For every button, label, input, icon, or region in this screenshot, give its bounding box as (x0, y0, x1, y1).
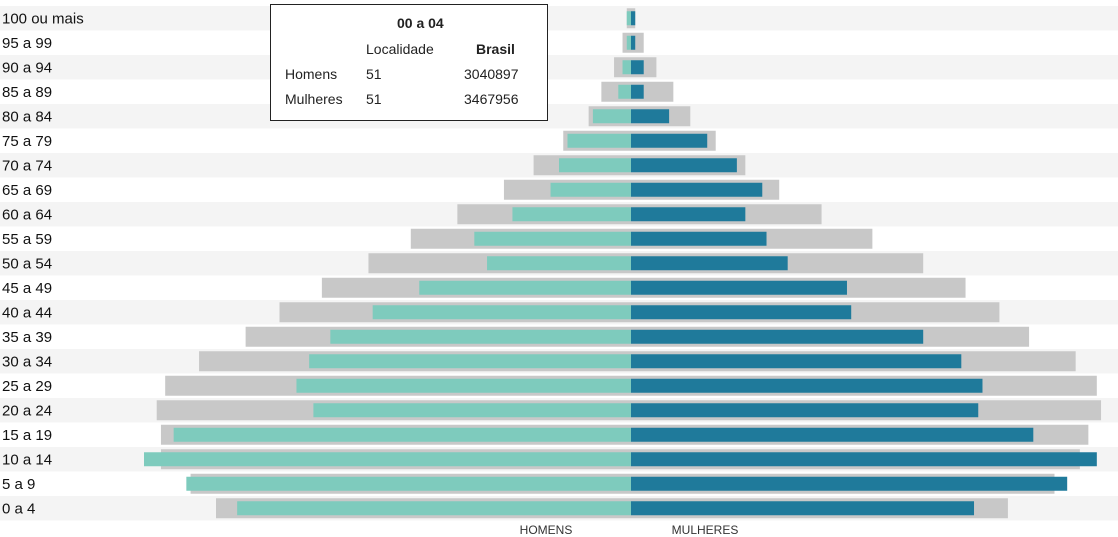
bar-localidade-mulheres-90-a-94 (631, 60, 644, 75)
age-group-label: 70 a 74 (2, 157, 52, 174)
tooltip-col-brasil: Brasil (476, 41, 515, 57)
age-group-label: 100 ou mais (2, 10, 84, 27)
bar-localidade-homens-95-a-99 (626, 35, 631, 50)
age-group-label: 45 a 49 (2, 280, 52, 297)
bar-localidade-mulheres-70-a-74 (631, 158, 737, 173)
bar-localidade-homens-55-a-59 (474, 231, 631, 246)
bar-localidade-mulheres-20-a-24 (631, 403, 979, 418)
row-stripe (0, 6, 1118, 31)
bar-localidade-mulheres-75-a-79 (631, 133, 708, 148)
x-axis-label-homens: HOMENS (520, 523, 573, 537)
age-group-label: 10 a 14 (2, 451, 52, 468)
age-group-label: 85 a 89 (2, 84, 52, 101)
bar-localidade-homens-75-a-79 (567, 133, 631, 148)
age-group-label: 40 a 44 (2, 304, 52, 321)
age-group-label: 90 a 94 (2, 59, 52, 76)
age-group-label: 35 a 39 (2, 329, 52, 346)
age-group-label: 80 a 84 (2, 108, 52, 125)
tooltip-row-mulheres-label: Mulheres (285, 91, 343, 107)
age-group-label: 65 a 69 (2, 182, 52, 199)
tooltip-title: 00 a 04 (397, 15, 444, 31)
bar-localidade-homens-70-a-74 (559, 158, 631, 173)
bar-localidade-homens-25-a-29 (296, 378, 631, 393)
bar-localidade-homens-15-a-19 (173, 427, 631, 442)
bar-localidade-mulheres-55-a-59 (631, 231, 767, 246)
bar-localidade-mulheres-50-a-54 (631, 256, 788, 271)
bar-localidade-homens-80-a-84 (592, 109, 631, 124)
bar-localidade-homens-60-a-64 (512, 207, 631, 222)
tooltip-row-mulheres-localidade: 51 (366, 91, 382, 107)
tooltip-row-mulheres-brasil: 3467956 (464, 91, 519, 107)
bar-localidade-homens-10-a-14 (144, 452, 631, 467)
tooltip-col-localidade: Localidade (366, 41, 434, 57)
age-group-label: 0 a 4 (2, 500, 35, 517)
bar-localidade-mulheres-85-a-89 (631, 84, 644, 99)
row-stripe (0, 55, 1118, 80)
age-group-label: 75 a 79 (2, 133, 52, 150)
bar-localidade-mulheres-60-a-64 (631, 207, 746, 222)
tooltip-row-homens-brasil: 3040897 (464, 66, 519, 82)
hover-tooltip: 00 a 04 Localidade Brasil Homens 51 3040… (270, 4, 548, 121)
age-group-label: 5 a 9 (2, 476, 35, 493)
bar-localidade-mulheres-95-a-99 (631, 35, 636, 50)
age-group-label: 50 a 54 (2, 255, 52, 272)
tooltip-row-homens-label: Homens (285, 66, 338, 82)
age-group-label: 20 a 24 (2, 402, 52, 419)
bar-localidade-mulheres-15-a-19 (631, 427, 1034, 442)
tooltip-row-homens-localidade: 51 (366, 66, 382, 82)
bar-localidade-mulheres-5-a-9 (631, 476, 1068, 491)
bar-localidade-homens-20-a-24 (313, 403, 631, 418)
bar-localidade-homens-30-a-34 (309, 354, 631, 369)
bar-localidade-mulheres-100-ou-mais (631, 11, 636, 26)
bar-localidade-mulheres-80-a-84 (631, 109, 670, 124)
age-group-label: 60 a 64 (2, 206, 52, 223)
age-group-label: 30 a 34 (2, 353, 52, 370)
x-axis-label-mulheres: MULHERES (672, 523, 739, 537)
bar-localidade-homens-90-a-94 (622, 60, 631, 75)
bar-localidade-mulheres-35-a-39 (631, 329, 924, 344)
bar-localidade-homens-40-a-44 (372, 305, 631, 320)
bar-localidade-mulheres-65-a-69 (631, 182, 763, 197)
age-group-label: 55 a 59 (2, 231, 52, 248)
bar-localidade-mulheres-45-a-49 (631, 280, 847, 295)
bar-localidade-mulheres-0-a-4 (631, 501, 975, 516)
bar-localidade-homens-100-ou-mais (626, 11, 631, 26)
bar-localidade-homens-35-a-39 (330, 329, 631, 344)
bar-localidade-homens-45-a-49 (419, 280, 631, 295)
bar-localidade-homens-85-a-89 (618, 84, 631, 99)
bar-localidade-homens-65-a-69 (550, 182, 631, 197)
age-group-label: 15 a 19 (2, 427, 52, 444)
bar-localidade-mulheres-30-a-34 (631, 354, 962, 369)
bar-localidade-homens-5-a-9 (186, 476, 631, 491)
bar-localidade-mulheres-25-a-29 (631, 378, 983, 393)
row-stripe (0, 104, 1118, 129)
bar-localidade-mulheres-40-a-44 (631, 305, 852, 320)
age-group-label: 25 a 29 (2, 378, 52, 395)
bar-localidade-mulheres-10-a-14 (631, 452, 1097, 467)
bar-localidade-homens-0-a-4 (237, 501, 631, 516)
age-group-label: 95 a 99 (2, 35, 52, 52)
bar-localidade-homens-50-a-54 (487, 256, 631, 271)
